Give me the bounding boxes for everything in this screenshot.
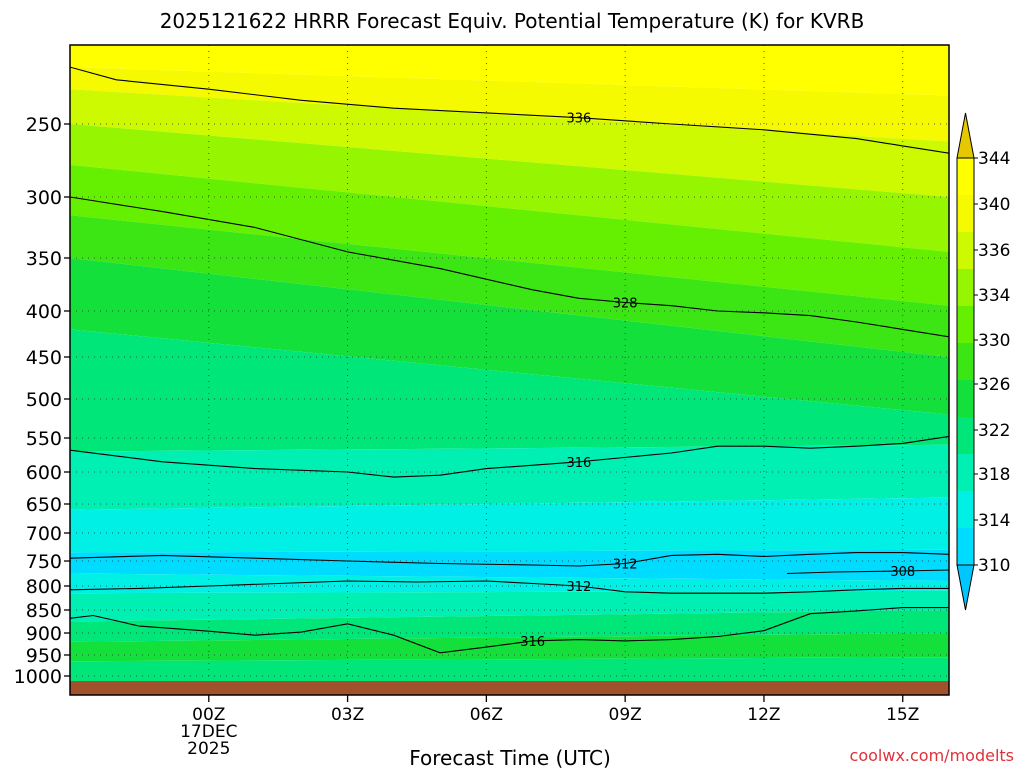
- shading-band: [70, 164, 949, 306]
- colorbar-swatch: [957, 195, 974, 232]
- contour-label: 312: [566, 580, 591, 595]
- shading-band: [70, 329, 949, 452]
- contour-line-336: [70, 66, 949, 154]
- y-tick-label: 850: [26, 600, 62, 622]
- colorbar-tick-label: 326: [978, 375, 1010, 395]
- colorbar-swatch: [957, 528, 974, 565]
- contour-label: 312: [613, 558, 638, 573]
- colorbar-swatch: [957, 269, 974, 306]
- x-tick-label: 00Z: [192, 705, 225, 725]
- colorbar-tick-label: 330: [978, 331, 1010, 351]
- colorbar-tick-label: 340: [978, 195, 1010, 215]
- y-tick-label: 750: [26, 551, 62, 573]
- x-tick-year-label: 2025: [187, 739, 230, 759]
- filled-contour-field: [70, 45, 949, 695]
- y-tick-label: 500: [26, 389, 62, 411]
- shading-band: [70, 258, 949, 415]
- x-axis-label: Forecast Time (UTC): [409, 746, 611, 768]
- x-tick-label: 06Z: [470, 705, 503, 725]
- colorbar-frame: [956, 157, 975, 566]
- colorbar-swatch: [957, 232, 974, 269]
- chart-title: 2025121622 HRRR Forecast Equiv. Potentia…: [160, 9, 865, 33]
- colorbar: 310 314 318 322 326 330 334 336 340 344: [956, 112, 1010, 611]
- y-tick-label: 1000: [14, 666, 62, 688]
- y-tick-label: 650: [26, 494, 62, 516]
- contour-label: 316: [520, 635, 545, 650]
- contour-line-316: [70, 435, 949, 478]
- colorbar-over-arrow: [956, 112, 975, 159]
- colorbar-tick-label: 336: [978, 241, 1010, 261]
- x-tick-label: 12Z: [747, 705, 780, 725]
- shading-band: [70, 573, 949, 594]
- shading-band: [70, 549, 949, 581]
- contour-label: 336: [566, 112, 591, 127]
- contour-label: 328: [613, 297, 638, 312]
- x-tick-date-label: 17DEC: [180, 722, 237, 742]
- colorbar-swatch: [957, 454, 974, 491]
- colorbar-tick-label: 318: [978, 465, 1010, 485]
- colorbar-tick-label: 322: [978, 421, 1010, 441]
- credit-text[interactable]: coolwx.com/modelts: [850, 746, 1014, 765]
- y-tick-label: 450: [26, 347, 62, 369]
- colorbar-tick-label: 314: [978, 511, 1010, 531]
- colorbar-tick-label: 334: [978, 286, 1010, 306]
- shading-band: [70, 215, 949, 357]
- y-tick-label: 900: [26, 623, 62, 645]
- colorbar-swatch: [957, 417, 974, 454]
- y-axis: 2503003504004505005506006507007508008509…: [14, 114, 70, 688]
- y-tick-label: 800: [26, 576, 62, 598]
- colorbar-swatch: [957, 380, 974, 417]
- y-tick-label: 300: [26, 187, 62, 209]
- y-tick-label: 950: [26, 645, 62, 667]
- contour-line-308: [787, 569, 949, 575]
- shading-band: [70, 45, 949, 96]
- y-tick-label: 550: [26, 428, 62, 450]
- shading-band: [70, 610, 949, 642]
- surface-band: [70, 681, 949, 695]
- x-tick-label: 03Z: [331, 705, 364, 725]
- shading-band: [70, 497, 949, 553]
- colorbar-swatch: [957, 491, 974, 528]
- x-tick-label: 15Z: [886, 705, 919, 725]
- gridlines: [70, 45, 949, 695]
- contour-label: 316: [566, 456, 591, 471]
- shading-band: [70, 67, 949, 142]
- x-tick-label: 09Z: [609, 705, 642, 725]
- contour-line-312: [70, 580, 949, 594]
- contour-line-328: [70, 196, 949, 338]
- y-tick-label: 350: [26, 248, 62, 270]
- colorbar-swatch: [957, 306, 974, 343]
- shading-band: [70, 89, 949, 197]
- y-tick-label: 400: [26, 301, 62, 323]
- shading-band: [70, 444, 949, 510]
- colorbar-swatch: [957, 343, 974, 380]
- colorbar-swatch: [957, 158, 974, 195]
- contour-line-316: [70, 607, 949, 654]
- shading-band: [70, 633, 949, 662]
- shading-band: [70, 590, 949, 622]
- y-tick-label: 600: [26, 462, 62, 484]
- plot-frame: [69, 44, 950, 696]
- colorbar-under-arrow: [956, 564, 975, 611]
- shading-band: [70, 124, 949, 252]
- contour-line-312: [70, 552, 949, 567]
- y-tick-label: 250: [26, 114, 62, 136]
- contour-label: 308: [890, 565, 915, 580]
- colorbar-tick-label: 344: [978, 149, 1010, 169]
- y-tick-label: 700: [26, 523, 62, 545]
- colorbar-tick-label: 310: [978, 556, 1010, 576]
- contour-lines: 316 312 308 312 316 328 336: [70, 66, 949, 654]
